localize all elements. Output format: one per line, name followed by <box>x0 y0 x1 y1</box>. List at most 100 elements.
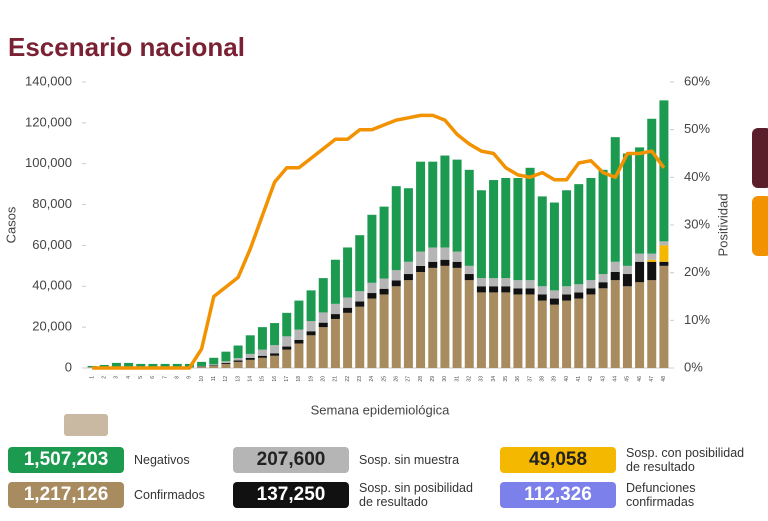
bar-segment <box>464 280 474 368</box>
x-tick-label: 21 <box>333 376 339 382</box>
bar-segment <box>525 288 535 295</box>
bar-segment <box>330 303 340 315</box>
bar-segment <box>659 241 669 246</box>
bar-segment <box>501 178 511 279</box>
bar-segment <box>233 357 243 361</box>
bar-segment <box>464 169 474 266</box>
bar-segment <box>452 261 462 268</box>
bar-segment <box>257 327 267 350</box>
bar-segment <box>343 247 353 298</box>
x-tick-label: 28 <box>418 376 424 382</box>
x-tick-label: 34 <box>491 376 497 382</box>
bar-segment <box>330 259 340 304</box>
summary-label: Sosp. con posibilidad de resultado <box>626 446 745 474</box>
bar-segment <box>197 361 207 366</box>
bar-segment <box>464 274 474 281</box>
bar-segment <box>160 363 170 367</box>
bar-segment <box>537 294 547 301</box>
chart-title: Escenario nacional <box>8 32 245 62</box>
summary-label: Sosp. sin muestra <box>359 453 460 467</box>
bar-segment <box>111 362 121 367</box>
bar-segment <box>586 288 596 295</box>
x-tick-label: 29 <box>430 376 436 382</box>
x-tick-label: 19 <box>308 376 314 382</box>
summary-label: Confirmados <box>134 488 205 502</box>
x-tick-label: 2 <box>102 376 108 379</box>
x-tick-label: 7 <box>162 376 168 379</box>
bar-segment <box>343 307 353 313</box>
bar-segment <box>294 343 304 368</box>
bar-segment <box>367 293 377 299</box>
y-axis-label: Casos <box>3 206 18 243</box>
bar-segment <box>209 365 219 368</box>
x-tick-label: 45 <box>625 376 631 382</box>
bar-segment <box>270 323 280 346</box>
x-tick-label: 38 <box>540 376 546 382</box>
bar-segment <box>136 363 146 367</box>
positivity-line <box>92 113 666 370</box>
x-tick-label: 14 <box>248 376 254 382</box>
summary-value: 112,326 <box>500 482 616 508</box>
bar-segment <box>525 167 535 281</box>
bar-segment <box>245 357 255 360</box>
bar-segment <box>343 312 353 368</box>
bar-segment <box>294 300 304 330</box>
bar-segment <box>306 321 316 332</box>
y2-tick-label: 30% <box>684 216 710 231</box>
x-tick-label: 48 <box>661 376 667 382</box>
bar-segment <box>489 286 499 293</box>
bar-segment <box>99 364 109 367</box>
y-tick-label: 20,000 <box>32 319 72 334</box>
y2-tick-label: 60% <box>684 73 710 88</box>
bar-segment <box>647 261 657 281</box>
bar-segment <box>598 169 608 275</box>
bar-segment <box>440 155 450 248</box>
bar-segment <box>537 300 547 368</box>
bar-segment <box>476 292 486 368</box>
x-tick-label: 31 <box>454 376 460 382</box>
bar-segment <box>659 100 669 242</box>
bar-segment <box>452 159 462 252</box>
bar-segment <box>428 261 438 268</box>
x-tick-label: 13 <box>235 376 241 382</box>
bar-segment <box>257 355 267 358</box>
bar-segment <box>306 331 316 336</box>
bar-segment <box>513 280 523 289</box>
bar-segment <box>245 335 255 354</box>
bar-segment <box>647 253 657 260</box>
bar-segment <box>574 292 584 299</box>
bar-segment <box>428 247 438 262</box>
bar-segment <box>233 360 243 362</box>
bar-segment <box>610 280 620 368</box>
bar-segment <box>270 353 280 356</box>
bar-segment <box>391 186 401 271</box>
x-tick-label: 47 <box>649 376 655 382</box>
bar-segment <box>635 147 645 254</box>
bar-segment <box>257 357 267 368</box>
x-tick-label: 4 <box>126 376 132 379</box>
x-tick-label: 6 <box>150 376 156 379</box>
bar-segment <box>440 247 450 260</box>
y2-tick-label: 0% <box>684 359 703 374</box>
bar-segment <box>330 314 340 319</box>
bar-segment <box>124 362 134 367</box>
x-tick-label: 25 <box>381 376 387 382</box>
x-tick-label: 10 <box>199 376 205 382</box>
bar-segment <box>330 318 340 368</box>
bar-segment <box>598 274 608 283</box>
bar-segment <box>306 335 316 368</box>
bar-segment <box>489 292 499 368</box>
bar-segment <box>489 278 499 287</box>
x-tick-label: 36 <box>515 376 521 382</box>
summary-value: 1,507,203 <box>8 447 124 473</box>
bar-segment <box>270 355 280 368</box>
bar-segment <box>537 286 547 295</box>
bar-segment <box>647 280 657 368</box>
summary-label: Negativos <box>134 453 190 467</box>
x-tick-label: 18 <box>296 376 302 382</box>
bar-segment <box>622 153 632 266</box>
bar-segment <box>501 286 511 293</box>
x-tick-label: 24 <box>369 376 375 382</box>
bar-segment <box>574 298 584 368</box>
